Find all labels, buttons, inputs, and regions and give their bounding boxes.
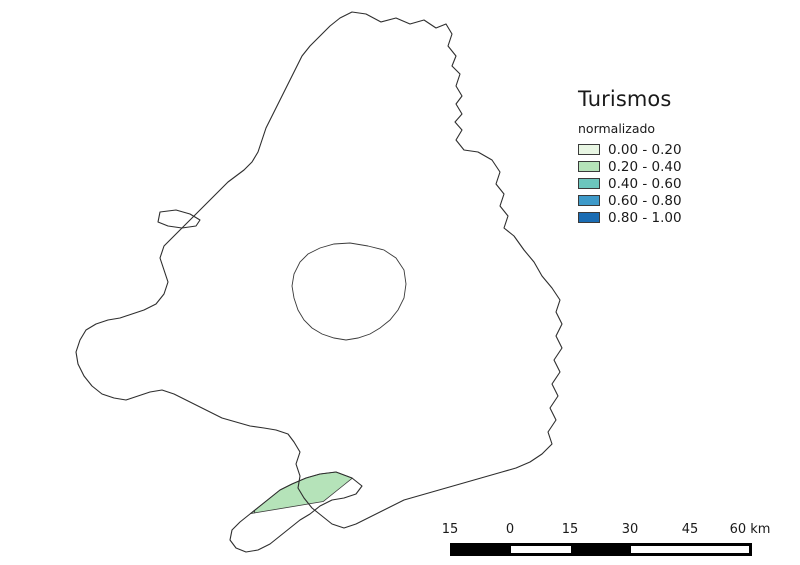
scale-bar-labels: 15 0 15 30 45 60 km xyxy=(442,522,771,540)
scale-tick-0: 15 xyxy=(441,522,459,537)
scale-segment-light-0 xyxy=(511,546,571,553)
region-outline xyxy=(75,11,563,529)
legend-label-2: 0.40 - 0.60 xyxy=(608,175,682,192)
legend-row-4: 0.80 - 1.00 xyxy=(578,209,778,226)
scale-segment-light-2 xyxy=(691,546,749,553)
legend-swatch-1 xyxy=(578,161,600,172)
legend-swatch-0 xyxy=(578,144,600,155)
scale-bar: 15 0 15 30 45 60 km xyxy=(442,522,771,556)
municipality-layer xyxy=(75,11,563,553)
region-outline-enclave xyxy=(157,209,201,229)
legend-row-3: 0.60 - 0.80 xyxy=(578,192,778,209)
legend-items: 0.00 - 0.20 0.20 - 0.40 0.40 - 0.60 0.60 - … xyxy=(578,141,778,226)
legend-row-2: 0.40 - 0.60 xyxy=(578,175,778,192)
scale-tick-3: 30 xyxy=(621,522,639,537)
legend-swatch-2 xyxy=(578,178,600,189)
scale-tick-4: 45 xyxy=(681,522,699,537)
legend-row-0: 0.00 - 0.20 xyxy=(578,141,778,158)
legend-subtitle: normalizado xyxy=(578,121,656,136)
legend: Turismos normalizado 0.00 - 0.20 0.20 - 0… xyxy=(578,86,778,226)
legend-label-0: 0.00 - 0.20 xyxy=(608,141,682,158)
municipality-area xyxy=(254,471,353,514)
scale-tick-1: 0 xyxy=(505,522,515,537)
legend-swatch-3 xyxy=(578,195,600,206)
excluded-central-area xyxy=(291,242,407,341)
scale-tick-2: 15 xyxy=(561,522,579,537)
scale-tick-5: 60 km xyxy=(729,522,771,537)
legend-label-1: 0.20 - 0.40 xyxy=(608,158,682,175)
scale-segment-light-1 xyxy=(631,546,691,553)
region-outline-tail xyxy=(229,471,363,553)
legend-title: Turismos xyxy=(578,87,672,111)
legend-row-1: 0.20 - 0.40 xyxy=(578,158,778,175)
legend-label-3: 0.60 - 0.80 xyxy=(608,192,682,209)
legend-label-4: 0.80 - 1.00 xyxy=(608,209,682,226)
scale-bar-graphic xyxy=(450,543,752,556)
legend-swatch-4 xyxy=(578,212,600,223)
